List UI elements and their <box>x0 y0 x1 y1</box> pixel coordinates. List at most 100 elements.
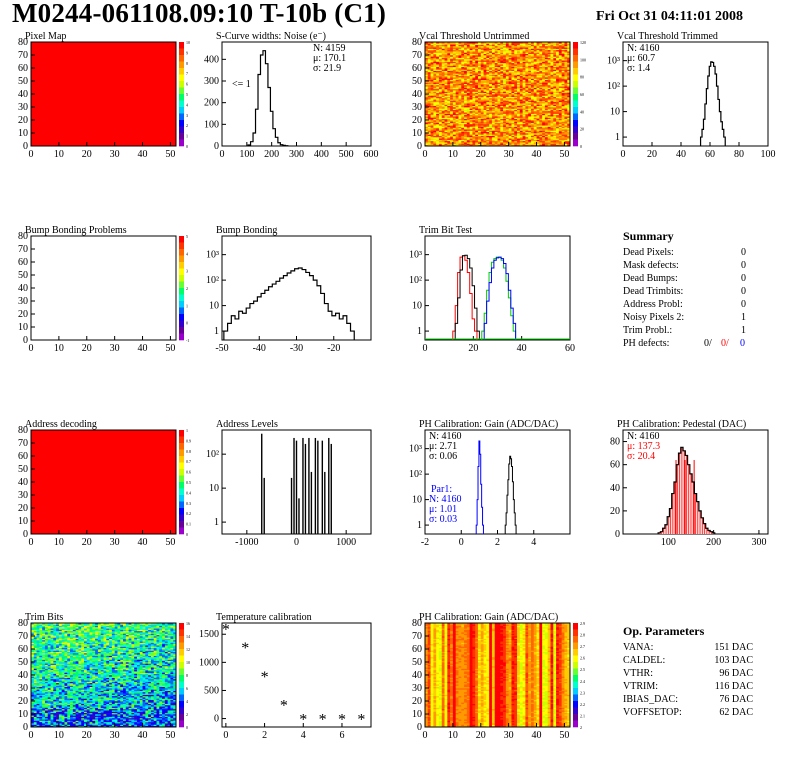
heatmap-cell <box>525 92 529 95</box>
heatmap-cell <box>564 64 568 66</box>
heatmap-cell <box>539 58 543 61</box>
heatmap-cell <box>556 97 560 100</box>
heatmap-cell <box>464 99 468 101</box>
heatmap-cell <box>464 131 468 134</box>
heatmap-cell <box>466 139 470 142</box>
heatmap-cell <box>530 61 535 64</box>
heatmap-cell <box>430 92 434 95</box>
heatmap-cell <box>530 127 535 130</box>
heatmap-cell <box>438 118 443 121</box>
heatmap-cell <box>528 96 532 99</box>
heatmap-cell <box>427 53 431 56</box>
y-tick-label: 400 <box>204 54 219 65</box>
heatmap-cell <box>525 66 529 69</box>
heatmap-cell <box>455 127 459 130</box>
heatmap-cell <box>458 84 462 87</box>
heatmap-cell <box>505 60 510 62</box>
heatmap-cell <box>458 56 462 58</box>
y-tick-label: 0 <box>23 335 28 346</box>
heatmap-cell <box>536 53 540 56</box>
heatmap-cell <box>533 97 537 100</box>
heatmap-cell <box>438 101 443 104</box>
heatmap-cell <box>533 73 537 75</box>
heatmap-cell <box>561 73 565 75</box>
heatmap-cell <box>536 112 540 114</box>
heatmap-cell <box>486 126 490 129</box>
heatmap-cell <box>556 70 560 73</box>
heatmap-cell <box>505 100 510 103</box>
heatmap-cell <box>472 114 476 117</box>
heatmap-cell <box>464 143 468 146</box>
heatmap-cell <box>430 120 434 122</box>
heatmap-cell <box>466 60 470 62</box>
heatmap-cell <box>452 129 457 131</box>
heatmap-cell <box>427 90 431 92</box>
heatmap-cell <box>536 94 540 96</box>
heatmap-cell <box>550 125 554 127</box>
heatmap-cell <box>450 57 454 60</box>
heatmap-cell <box>494 96 498 99</box>
heatmap-cell <box>522 53 526 56</box>
heatmap-cell <box>491 78 496 81</box>
heatmap-cell <box>536 79 540 82</box>
heatmap-cell <box>464 92 468 95</box>
heatmap-cell <box>533 112 537 114</box>
heatmap-cell <box>558 112 562 114</box>
heatmap-cell <box>464 103 468 105</box>
heatmap-cell <box>458 120 462 122</box>
heatmap-cell <box>458 97 462 100</box>
heatmap-cell <box>469 78 473 81</box>
x-tick-label: 40 <box>138 149 148 160</box>
heatmap-cell <box>464 108 468 110</box>
heatmap-cell <box>475 122 479 125</box>
heatmap-cell <box>438 113 443 116</box>
series-line-black <box>504 455 517 534</box>
heatmap-cell <box>425 57 429 60</box>
heatmap-cell <box>517 99 521 101</box>
palette-swatch <box>179 107 184 114</box>
heatmap-cell <box>564 108 568 110</box>
heatmap-cell <box>533 78 537 81</box>
heatmap-cell <box>461 78 465 81</box>
heatmap-cell <box>564 121 568 123</box>
heatmap-cell <box>441 97 445 100</box>
heatmap-cell <box>469 131 473 134</box>
heatmap-cell <box>483 101 487 104</box>
heatmap-cell <box>464 91 468 94</box>
heatmap-cell <box>542 86 546 88</box>
heatmap-cell <box>458 116 462 118</box>
heatmap-cell <box>447 53 451 56</box>
heatmap-cell <box>486 117 490 120</box>
heatmap-cell <box>489 62 493 65</box>
heatmap-cell <box>536 103 540 105</box>
heatmap-cell <box>480 114 484 117</box>
heatmap-cell <box>486 97 490 100</box>
heatmap-cell <box>452 107 457 109</box>
heatmap-cell <box>533 69 537 71</box>
heatmap-cell <box>436 57 440 60</box>
heatmap-cell <box>452 120 457 122</box>
heatmap-cell <box>441 69 445 71</box>
heatmap-cell <box>503 70 507 73</box>
heatmap-cell <box>497 74 501 77</box>
heatmap-cell <box>528 57 532 60</box>
heatmap-cell <box>528 109 532 112</box>
heatmap-cell <box>525 133 529 135</box>
heatmap-cell <box>533 56 537 58</box>
heatmap-cell <box>533 70 537 73</box>
heatmap-cell <box>458 90 462 92</box>
palette-swatch <box>573 68 578 75</box>
z-tick-label: 5 <box>186 92 188 97</box>
heatmap-cell <box>500 64 504 66</box>
heatmap-cell <box>542 136 546 139</box>
heatmap-cell <box>480 73 484 75</box>
heatmap-cell <box>503 118 507 121</box>
heatmap-cell <box>455 136 459 139</box>
heatmap-cell <box>444 140 448 143</box>
heatmap-cell <box>472 92 476 95</box>
heatmap-cell <box>455 51 459 53</box>
heatmap-cell <box>469 53 473 56</box>
heatmap-cell <box>519 60 523 62</box>
heatmap-cell <box>558 71 562 74</box>
heatmap-cell <box>494 49 498 52</box>
